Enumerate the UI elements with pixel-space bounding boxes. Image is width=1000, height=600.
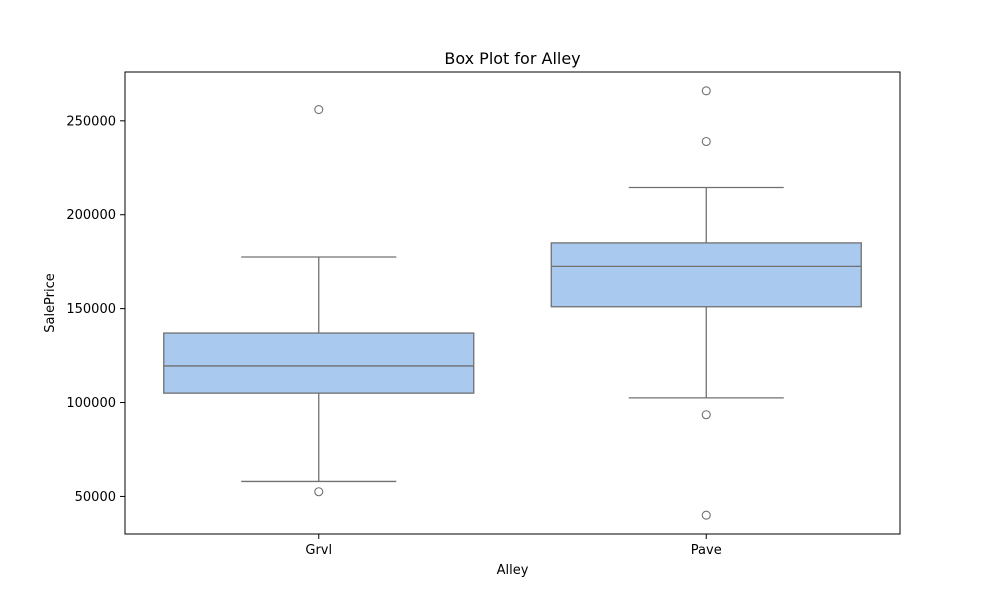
y-tick-label: 150000 (66, 302, 116, 317)
y-axis-label: SalePrice (43, 273, 58, 333)
x-tick-label: Pave (691, 543, 722, 558)
box-group-pave (550, 86, 862, 520)
outlier-point (701, 410, 711, 420)
plot-area (124, 71, 901, 535)
iqr-box (163, 332, 475, 394)
outlier-point (701, 86, 711, 96)
iqr-box (550, 242, 862, 308)
x-tick-label: Grvl (305, 543, 332, 558)
x-axis-label: Alley (497, 563, 529, 578)
outlier-point (314, 105, 324, 115)
y-tick-label: 250000 (66, 114, 116, 129)
x-axis: Grvl Pave (305, 534, 722, 558)
y-tick-label: 200000 (66, 208, 116, 223)
y-tick-label: 50000 (75, 490, 116, 505)
chart-title: Box Plot for Alley (444, 49, 580, 68)
box-group-grvl (163, 105, 475, 497)
outlier-point (701, 136, 711, 147)
outlier-point (701, 510, 711, 520)
y-tick-label: 100000 (66, 396, 116, 411)
y-axis: 50000 100000 150000 200000 250000 (66, 114, 125, 505)
plot-frame (124, 71, 901, 535)
outlier-point (314, 487, 324, 497)
